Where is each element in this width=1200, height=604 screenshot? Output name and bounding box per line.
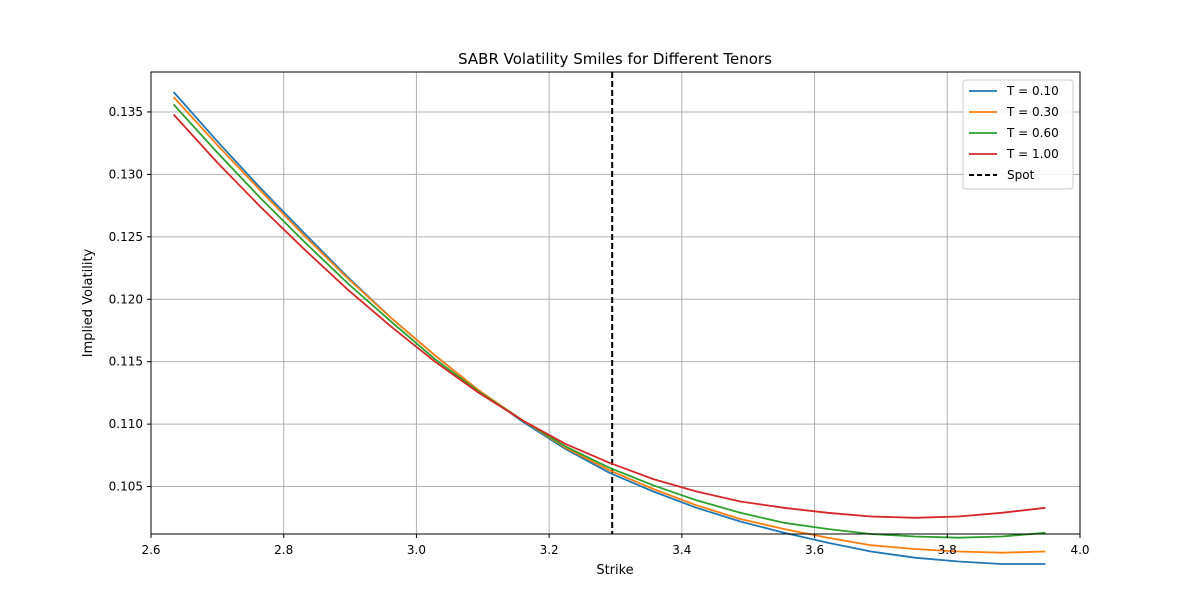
legend-label: T = 0.10	[1006, 84, 1059, 98]
y-axis-label: Implied Volatility	[81, 248, 96, 357]
x-tick-label: 3.0	[407, 543, 426, 557]
y-tick-label: 0.130	[109, 167, 143, 181]
y-tick-label: 0.120	[109, 292, 143, 306]
y-tick-label: 0.135	[109, 105, 143, 119]
x-tick-label: 2.6	[141, 543, 160, 557]
x-tick-label: 3.2	[540, 543, 559, 557]
legend-label: T = 0.60	[1006, 126, 1059, 140]
series-line	[172, 91, 1046, 565]
y-tick-label: 0.105	[109, 480, 143, 494]
y-tick-label: 0.110	[109, 417, 143, 431]
x-tick-label: 3.8	[938, 543, 957, 557]
x-tick-label: 3.4	[672, 543, 691, 557]
x-tick-label: 3.6	[805, 543, 824, 557]
x-axis: 2.6 2.8 3.0 3.2 3.4 3.6 3.8 4.0	[141, 534, 1090, 557]
x-tick-label: 2.8	[274, 543, 293, 557]
y-axis: 0.105 0.110 0.115 0.120 0.125 0.130 0.135	[109, 105, 151, 494]
series-line	[172, 96, 1046, 554]
legend-box	[962, 79, 1074, 190]
series-layer	[172, 91, 1046, 565]
series-line	[172, 113, 1046, 519]
x-tick-label: 4.0	[1070, 543, 1089, 557]
plot-frame	[150, 71, 1081, 535]
legend-label: T = 1.00	[1006, 147, 1059, 161]
y-tick-label: 0.115	[109, 355, 143, 369]
legend-label: Spot	[1007, 168, 1035, 182]
y-tick-label: 0.125	[109, 230, 143, 244]
chart-title: SABR Volatility Smiles for Different Ten…	[458, 50, 772, 68]
legend-label: T = 0.30	[1006, 105, 1059, 119]
legend: T = 0.10 T = 0.30 T = 0.60 T = 1.00 Spot	[962, 79, 1074, 190]
x-axis-label: Strike	[596, 563, 633, 578]
series-line	[172, 103, 1046, 539]
